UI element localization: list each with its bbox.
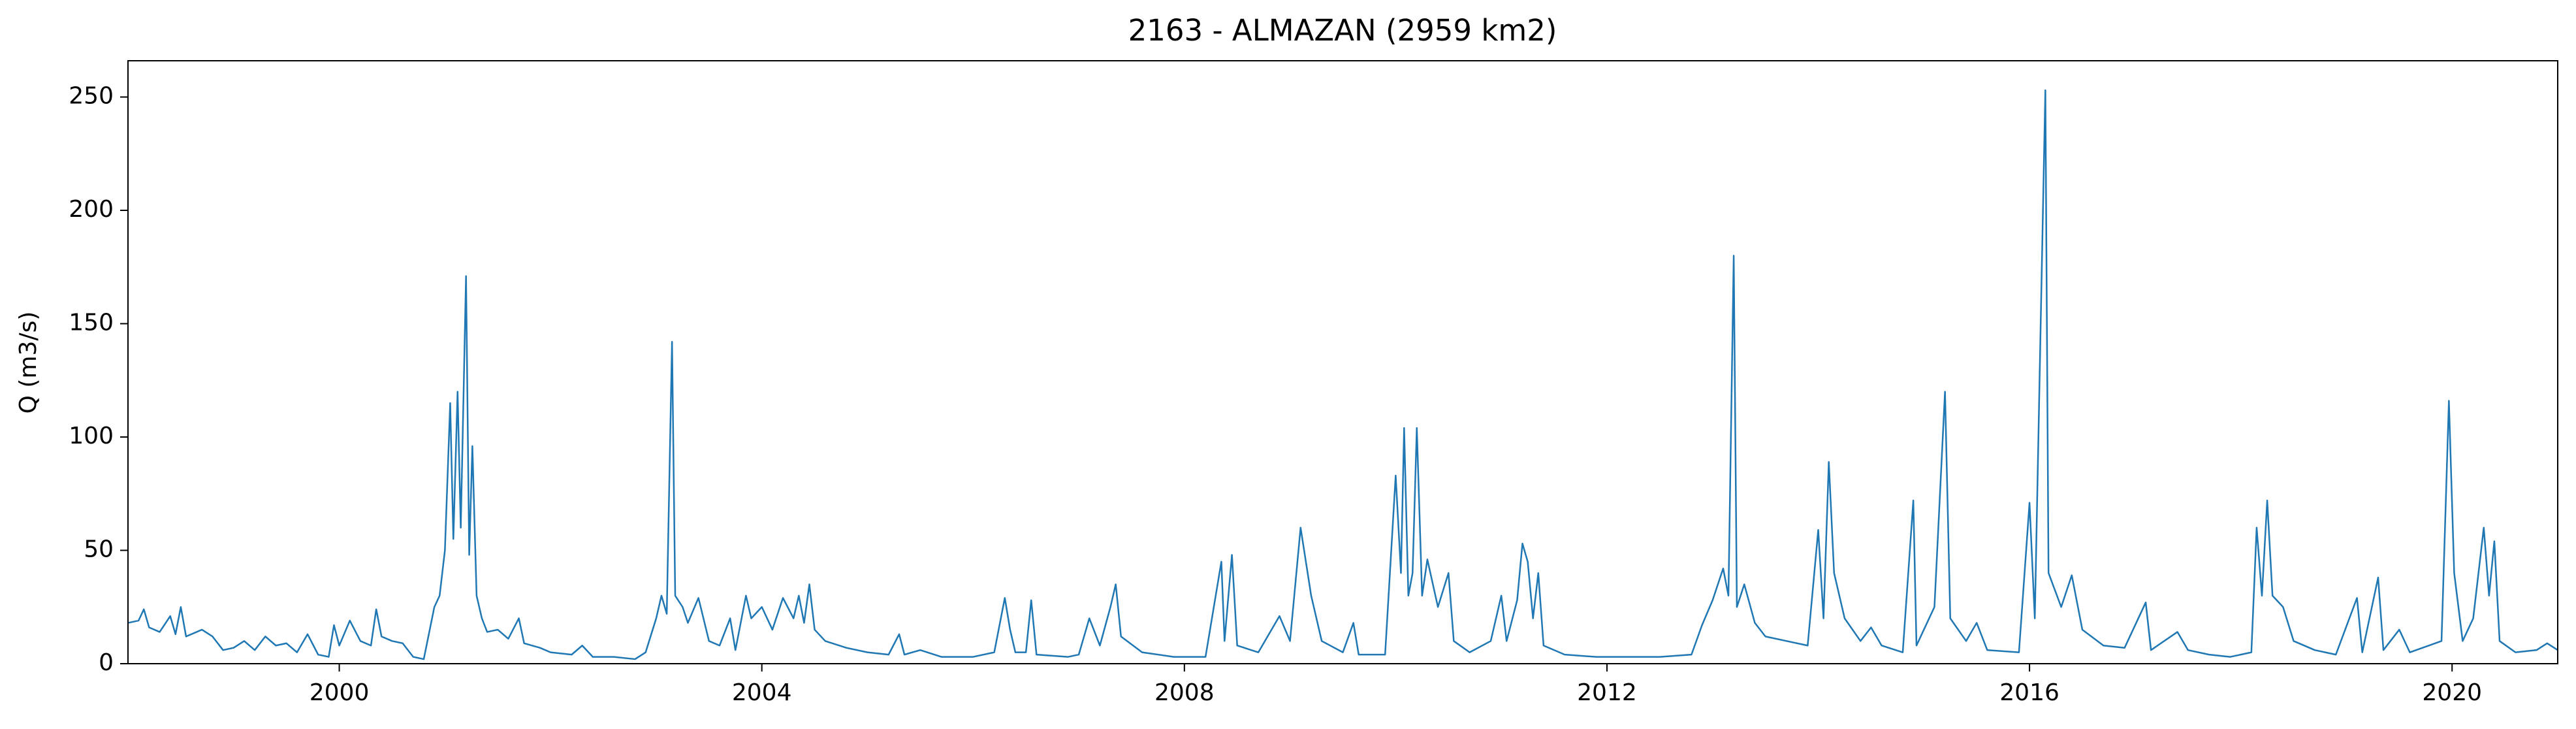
chart-title: 2163 - ALMAZAN (2959 km2) bbox=[1128, 13, 1557, 48]
y-axis-label: Q (m3/s) bbox=[15, 312, 42, 414]
plot-frame bbox=[127, 60, 2558, 664]
data-line bbox=[127, 89, 2558, 660]
x-tick-label: 2016 bbox=[1999, 679, 2059, 706]
y-tick-label: 250 bbox=[69, 83, 114, 110]
x-tick-label: 2012 bbox=[1577, 679, 1637, 706]
y-tick-label: 50 bbox=[84, 536, 114, 563]
x-tick-label: 2004 bbox=[732, 679, 792, 706]
x-tick-label: 2008 bbox=[1154, 679, 1215, 706]
y-tick-label: 150 bbox=[69, 310, 114, 336]
x-tick-label: 2020 bbox=[2422, 679, 2482, 706]
y-tick-label: 0 bbox=[99, 649, 114, 676]
x-tick-label: 2000 bbox=[310, 679, 370, 706]
y-tick-label: 200 bbox=[69, 196, 114, 223]
y-tick-label: 100 bbox=[69, 423, 114, 449]
